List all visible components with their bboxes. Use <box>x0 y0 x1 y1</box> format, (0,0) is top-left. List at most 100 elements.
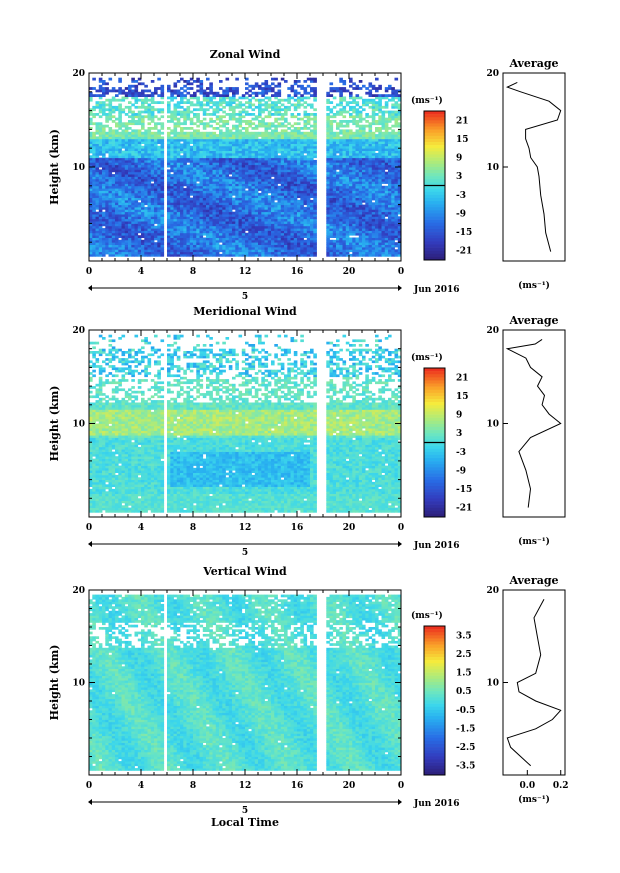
heatmap-cell <box>112 186 116 189</box>
heatmap-cell <box>258 106 262 109</box>
heatmap-cell <box>112 233 116 236</box>
heatmap-cell <box>187 80 191 83</box>
heatmap-cell <box>154 226 158 229</box>
heatmap-cell <box>326 221 330 224</box>
heatmap-cell <box>125 202 129 205</box>
heatmap-cell <box>200 80 204 83</box>
heatmap-cell <box>235 212 239 215</box>
heatmap-cell <box>242 165 246 168</box>
heatmap-cell <box>346 120 350 123</box>
heatmap-cell <box>170 249 174 252</box>
heatmap-cell <box>170 113 174 116</box>
heatmap-cell <box>102 186 106 189</box>
heatmap-cell <box>352 233 356 236</box>
heatmap-cell <box>196 129 200 132</box>
heatmap-cell <box>219 162 223 165</box>
heatmap-cell <box>99 226 103 229</box>
heatmap-cell <box>154 162 158 165</box>
heatmap-cell <box>157 226 161 229</box>
heatmap-cell <box>122 179 126 182</box>
heatmap-cell <box>330 242 334 245</box>
heatmap-cell <box>255 226 259 229</box>
heatmap-cell <box>326 233 330 236</box>
heatmap-cell <box>203 209 207 212</box>
heatmap-cell <box>105 191 109 194</box>
heatmap-cell <box>229 209 233 212</box>
heatmap-cell <box>200 212 204 215</box>
heatmap-cell <box>174 193 178 196</box>
heatmap-cell <box>248 186 252 189</box>
heatmap-cell <box>216 226 220 229</box>
heatmap-cell <box>193 198 197 201</box>
heatmap-cell <box>271 132 275 135</box>
heatmap-cell <box>349 209 353 212</box>
heatmap-cell <box>187 233 191 236</box>
heatmap-cell <box>284 209 288 212</box>
heatmap-cell <box>261 191 265 194</box>
heatmap-cell <box>222 90 226 93</box>
heatmap-cell <box>213 127 217 130</box>
heatmap-cell <box>239 249 243 252</box>
heatmap-cell <box>268 198 272 201</box>
heatmap-cell <box>349 162 353 165</box>
heatmap-cell <box>157 78 161 81</box>
heatmap-cell <box>180 198 184 201</box>
heatmap-cell <box>200 226 204 229</box>
heatmap-cell <box>265 129 269 132</box>
heatmap-cell <box>131 219 135 222</box>
heatmap-cell <box>209 139 213 142</box>
heatmap-cell <box>125 233 129 236</box>
heatmap-cell <box>128 193 132 196</box>
heatmap-cell <box>187 106 191 109</box>
heatmap-cell <box>167 106 171 109</box>
heatmap-cell <box>99 162 103 165</box>
heatmap-cell <box>115 139 119 142</box>
heatmap-cell <box>216 198 220 201</box>
heatmap-cell <box>128 108 132 111</box>
heatmap-cell <box>128 151 132 154</box>
heatmap-cell <box>99 115 103 118</box>
heatmap-cell <box>226 219 230 222</box>
heatmap-cell <box>135 80 139 83</box>
heatmap-cell <box>239 113 243 116</box>
heatmap-cell <box>255 212 259 215</box>
heatmap-cell <box>268 195 272 198</box>
heatmap-cell <box>248 148 252 151</box>
heatmap-cell <box>128 242 132 245</box>
heatmap-cell <box>349 191 353 194</box>
heatmap-cell <box>190 179 194 182</box>
heatmap-cell <box>242 202 246 205</box>
heatmap-cell <box>141 165 145 168</box>
heatmap-cell <box>131 212 135 215</box>
heatmap-cell <box>125 165 129 168</box>
heatmap-cell <box>313 209 317 212</box>
heatmap-cell <box>144 129 148 132</box>
heatmap-cell <box>349 141 353 144</box>
heatmap-cell <box>291 132 295 135</box>
heatmap-cell <box>157 155 161 158</box>
heatmap-cell <box>154 202 158 205</box>
heatmap-cell <box>180 179 184 182</box>
heatmap-cell <box>271 235 275 238</box>
heatmap-cell <box>352 202 356 205</box>
heatmap-cell <box>135 245 139 248</box>
heatmap-cell <box>89 212 93 215</box>
heatmap-cell <box>206 139 210 142</box>
heatmap-cell <box>268 219 272 222</box>
heatmap-cell <box>109 202 113 205</box>
heatmap-cell <box>242 249 246 252</box>
heatmap-cell <box>271 221 275 224</box>
heatmap-cell <box>300 132 304 135</box>
heatmap-cell <box>336 151 340 154</box>
heatmap-cell <box>177 219 181 222</box>
heatmap-cell <box>115 125 119 128</box>
heatmap-cell <box>232 108 236 111</box>
heatmap-cell <box>343 191 347 194</box>
heatmap-cell <box>196 101 200 104</box>
heatmap-cell <box>138 99 142 102</box>
heatmap-cell <box>245 120 249 123</box>
heatmap-cell <box>222 174 226 177</box>
heatmap-cell <box>174 191 178 194</box>
heatmap-cell <box>131 233 135 236</box>
heatmap-cell <box>255 165 259 168</box>
